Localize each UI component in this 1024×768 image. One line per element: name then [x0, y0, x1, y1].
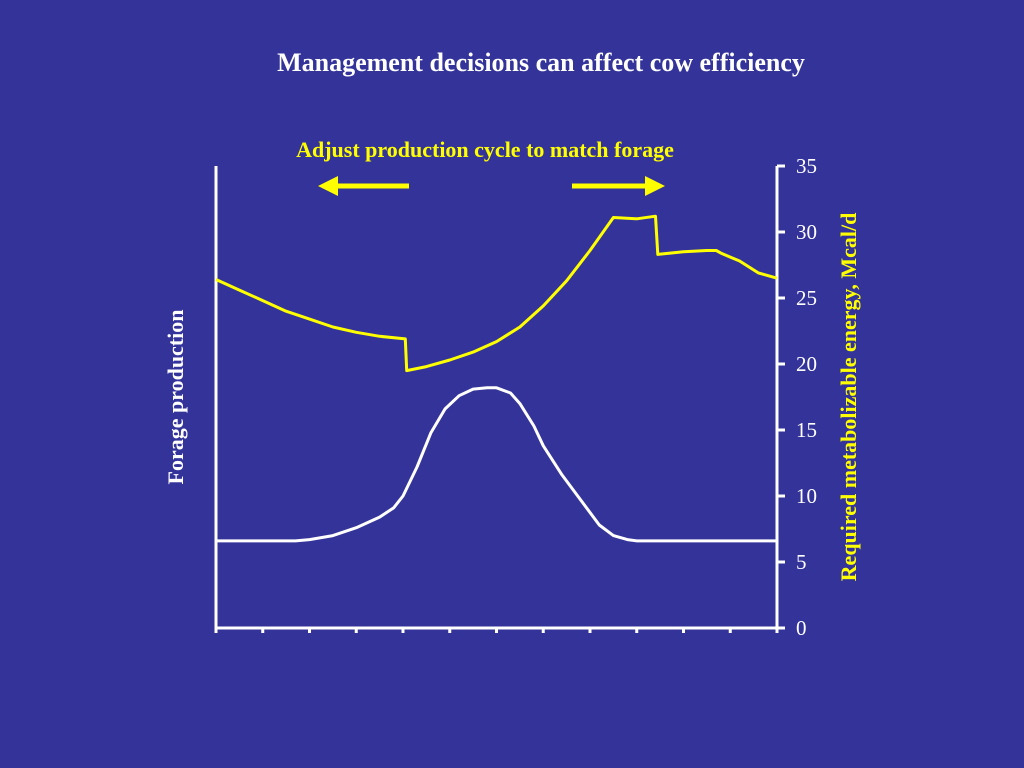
y-tick-label: 35 [796, 154, 817, 178]
y-tick-label: 25 [796, 286, 817, 310]
adjust-arrows [318, 176, 665, 196]
y-axis-left-label: Forage production [163, 309, 188, 485]
right-arrow-head [645, 176, 665, 196]
y-tick-label: 0 [796, 616, 807, 640]
y-tick-label: 30 [796, 220, 817, 244]
arrow-annotation-label: Adjust production cycle to match forage [296, 137, 674, 162]
y-tick-label: 20 [796, 352, 817, 376]
y-tick-label: 15 [796, 418, 817, 442]
left-arrow-head [318, 176, 338, 196]
y-tick-label: 5 [796, 550, 807, 574]
slide-title: Management decisions can affect cow effi… [277, 48, 805, 77]
forage-line [216, 386, 777, 543]
energy-line [215, 214, 778, 373]
y-tick-label: 10 [796, 484, 817, 508]
y-axis-right-label: Required metabolizable energy, Mcal/d [836, 212, 861, 582]
